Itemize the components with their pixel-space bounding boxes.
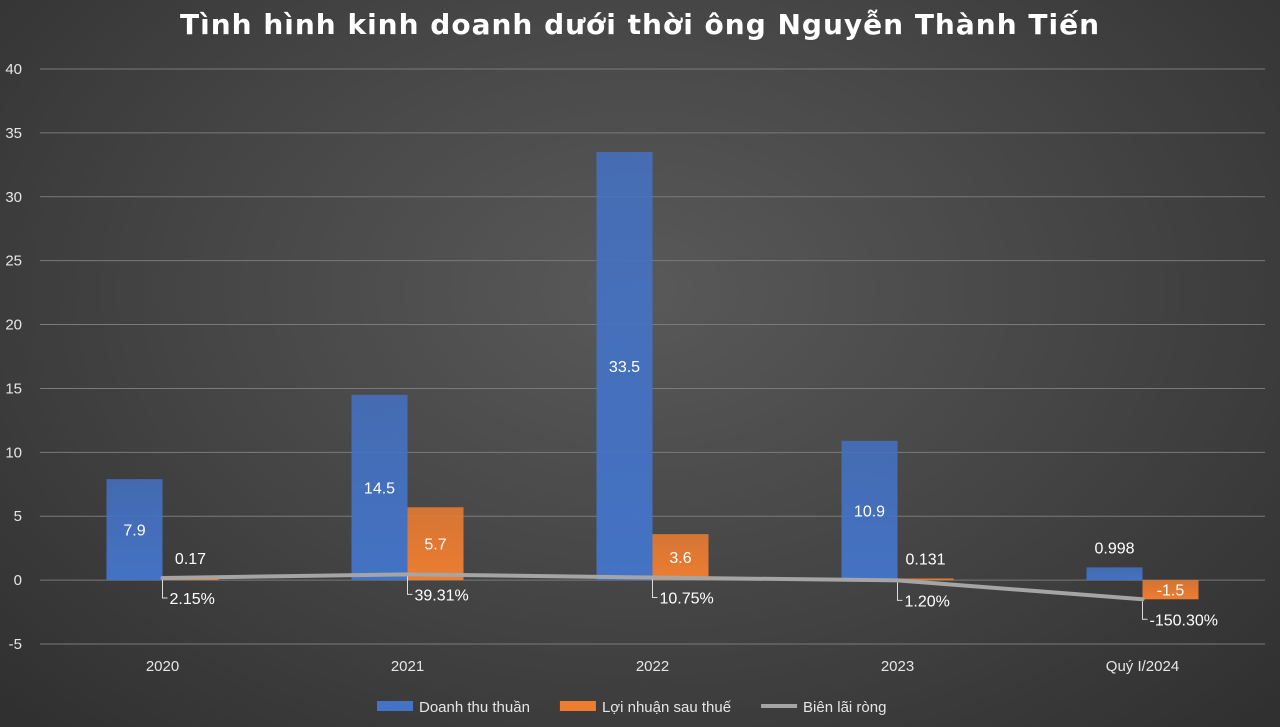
bar-data-label: 3.6: [669, 550, 691, 567]
y-tick-label: 0: [14, 572, 22, 589]
margin-line-point: [1141, 597, 1144, 601]
bar-data-label: 33.5: [609, 359, 640, 376]
legend-label: Doanh thu thuần: [419, 699, 530, 716]
y-tick-label: 20: [5, 317, 22, 334]
x-tick-label: 2022: [636, 658, 669, 675]
bar-revenue: [596, 152, 653, 581]
margin-line-point: [406, 572, 409, 576]
margin-line-point: [651, 576, 654, 580]
x-axis: 2020 2021 2022 2023 Quý I/2024: [146, 658, 1179, 675]
y-tick-label: 35: [5, 125, 22, 142]
margin-line-point: [896, 578, 899, 582]
margin-data-label: 10.75%: [660, 591, 714, 608]
bar-data-label: 14.5: [364, 480, 395, 497]
bar-data-label: 0.998: [1094, 540, 1134, 557]
x-tick-label: 2023: [881, 658, 914, 675]
margin-data-label: 2.15%: [170, 591, 215, 608]
y-tick-label: 30: [5, 189, 22, 206]
bar-data-label: 10.9: [854, 503, 885, 520]
y-tick-label: 25: [5, 253, 22, 270]
bar-data-label: 5.7: [424, 537, 446, 554]
bar-revenue: [106, 479, 163, 581]
margin-line: [160, 572, 1145, 602]
x-tick-label: 2020: [146, 658, 179, 675]
leader-line: [162, 579, 168, 599]
bar-data-label: -1.5: [1157, 583, 1185, 600]
margin-data-label: 1.20%: [905, 593, 950, 610]
leader-line: [407, 576, 413, 595]
y-tick-label: 10: [5, 444, 22, 461]
x-tick-label: 2021: [391, 658, 424, 675]
y-tick-label: 40: [5, 61, 22, 78]
y-axis: -5 0 5 10 15 20 25 30 35 40: [5, 61, 22, 653]
bar-profit: [652, 534, 709, 581]
bar-revenue: [1086, 567, 1143, 581]
margin-data-label: 39.31%: [415, 587, 469, 604]
leader-line: [1142, 601, 1148, 620]
legend-swatch: [377, 701, 413, 711]
chart-title: Tình hình kinh doanh dưới thời ông Nguyễ…: [180, 8, 1100, 41]
y-tick-label: 5: [14, 508, 22, 525]
margin-data-label: -150.30%: [1150, 612, 1219, 629]
legend: Doanh thu thuần Lợi nhuận sau thuế Biên lã…: [377, 699, 886, 716]
y-tick-label: -5: [9, 636, 22, 653]
bar-revenue: [841, 440, 898, 581]
bar-revenue: [351, 394, 408, 581]
x-tick-label: Quý I/2024: [1106, 658, 1179, 675]
margin-line-point: [161, 576, 164, 580]
legend-label: Lợi nhuận sau thuế: [602, 699, 732, 716]
legend-label: Biên lãi ròng: [803, 699, 886, 716]
bars: [106, 152, 1199, 600]
bar-data-label: 7.9: [123, 523, 145, 540]
bar-profit: [1142, 580, 1199, 600]
bar-profit: [897, 578, 954, 581]
bar-data-label: 0.131: [905, 551, 945, 568]
bar-profit: [407, 507, 464, 581]
data-labels: 7.9 14.5 33.5 10.9 0.998 0.17 5.7 3.6 0.131 -1.5 2…: [123, 359, 1218, 629]
y-tick-label: 15: [5, 380, 22, 397]
legend-swatch: [559, 701, 596, 711]
leader-line: [652, 579, 658, 599]
leader-line: [897, 582, 903, 601]
bar-data-label: 0.17: [175, 551, 206, 568]
